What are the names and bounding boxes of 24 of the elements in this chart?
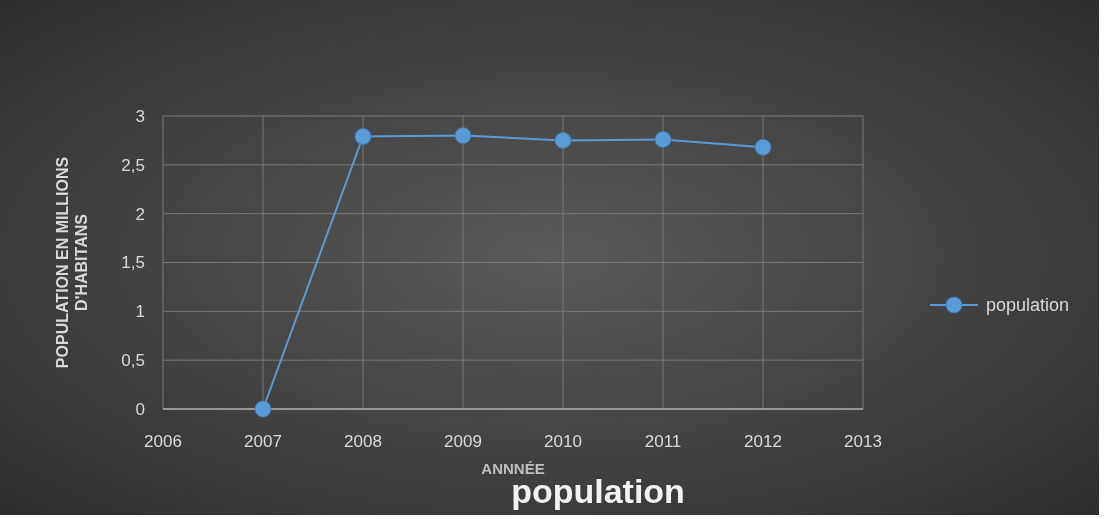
point xyxy=(754,138,772,156)
x-tick-label: 2013 xyxy=(844,432,882,451)
x-tick-label: 2009 xyxy=(444,432,482,451)
legend-label: population xyxy=(986,295,1070,316)
y-tick-label: 1 xyxy=(135,302,145,322)
x-tick-label: 2012 xyxy=(744,432,782,451)
point xyxy=(254,400,272,418)
x-tick-label: 2006 xyxy=(144,432,182,451)
y-tick-label: 2,5 xyxy=(121,155,145,175)
point xyxy=(454,127,472,144)
y-tick-label: 0 xyxy=(135,399,145,419)
x-tick-label: 2007 xyxy=(244,432,282,451)
y-tick-label: 3 xyxy=(135,106,145,126)
x-tick-label: 2010 xyxy=(544,432,582,451)
point xyxy=(654,131,672,148)
x-tick-label: 2008 xyxy=(344,432,382,451)
y-axis-title: POPULATION EN MILLIONS D'HABITANS xyxy=(54,156,91,369)
y-tick-label: 0,5 xyxy=(121,351,145,371)
y-tick-label: 1,5 xyxy=(121,253,145,273)
point xyxy=(554,132,572,149)
x-axis-title: ANNNÉE xyxy=(481,460,545,477)
x-tick-label: 2011 xyxy=(644,432,682,451)
point xyxy=(354,128,372,145)
y-tick-label: 2 xyxy=(135,204,145,224)
